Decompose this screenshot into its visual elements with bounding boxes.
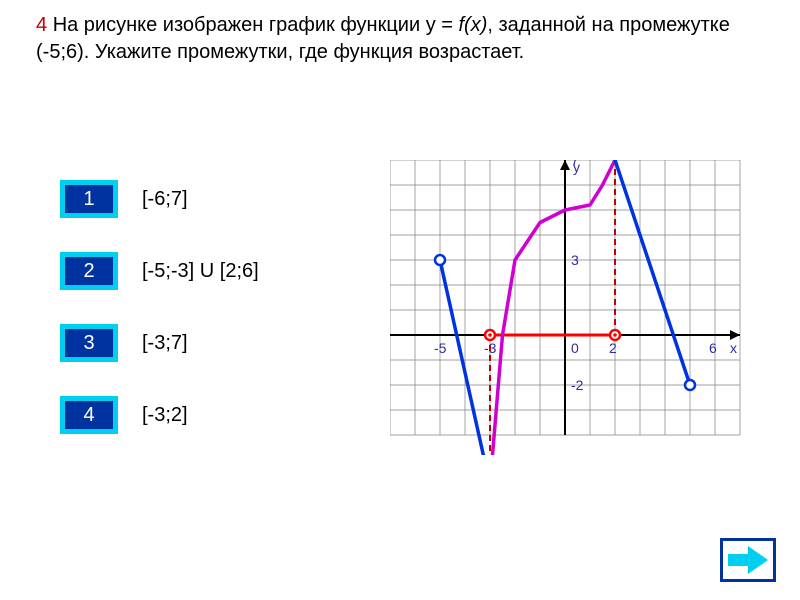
answer-row: 2 [-5;-3] U [2;6] <box>60 252 259 290</box>
answer-row: 1 [-6;7] <box>60 180 259 218</box>
svg-text:3: 3 <box>571 252 579 268</box>
svg-text:0: 0 <box>571 340 579 356</box>
answer-list: 1 [-6;7] 2 [-5;-3] U [2;6] 3 [-3;7] 4 [-… <box>60 180 259 468</box>
answer-box-3[interactable]: 3 <box>60 324 118 362</box>
question-part1: На рисунке изображен график функции у = <box>53 14 459 36</box>
answer-box-2[interactable]: 2 <box>60 252 118 290</box>
svg-text:7: 7 <box>571 160 579 168</box>
answer-text-2: [-5;-3] U [2;6] <box>142 260 259 283</box>
question-fx: f(x) <box>459 14 488 36</box>
svg-text:-2: -2 <box>571 377 584 393</box>
question-text: 4 На рисунке изображен график функции у … <box>36 12 764 66</box>
svg-text:2: 2 <box>609 340 617 356</box>
answer-text-3: [-3;7] <box>142 332 188 355</box>
next-button[interactable] <box>720 538 776 582</box>
answer-box-1[interactable]: 1 <box>60 180 118 218</box>
answer-text-1: [-6;7] <box>142 188 188 211</box>
svg-text:6: 6 <box>709 340 717 356</box>
svg-text:x: x <box>730 340 737 356</box>
svg-text:-5: -5 <box>434 340 447 356</box>
question-number: 4 <box>36 14 47 36</box>
answer-box-4[interactable]: 4 <box>60 396 118 434</box>
answer-row: 3 [-3;7] <box>60 324 259 362</box>
answer-row: 4 [-3;2] <box>60 396 259 434</box>
function-graph: xy0-5-32673-2-6 <box>390 160 760 460</box>
answer-text-4: [-3;2] <box>142 404 188 427</box>
